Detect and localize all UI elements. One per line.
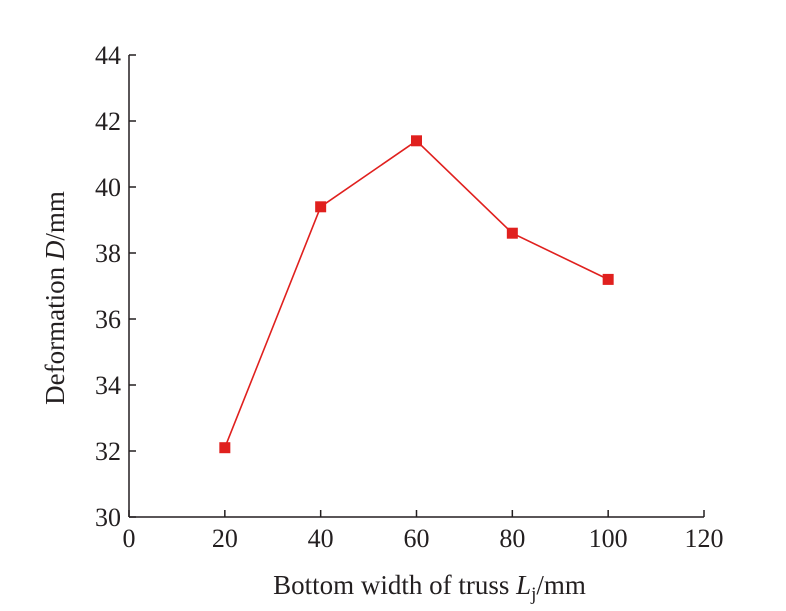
y-tick-label: 30 <box>95 503 121 532</box>
y-ticks: 30 32 34 36 38 40 42 44 <box>95 41 136 532</box>
x-tick-label: 40 <box>308 524 334 553</box>
x-axis-title-subscript: j <box>530 584 536 605</box>
x-axis-title-suffix: /mm <box>536 570 586 600</box>
x-tick-label: 120 <box>685 524 724 553</box>
x-tick-label: 80 <box>499 524 525 553</box>
y-tick-label: 40 <box>95 173 121 202</box>
y-axis-title-prefix: Deformation <box>40 260 70 405</box>
x-axis-title-symbol: L <box>515 570 531 600</box>
y-axis-title-symbol: D <box>40 240 70 261</box>
y-tick-label: 36 <box>95 305 121 334</box>
data-point-marker <box>602 273 614 285</box>
x-tick-label: 20 <box>212 524 238 553</box>
y-axis-title: Deformation D/mm <box>40 191 70 405</box>
y-tick-label: 34 <box>95 371 121 400</box>
x-tick-label: 0 <box>123 524 136 553</box>
data-point-marker <box>506 227 518 239</box>
axes <box>128 55 704 518</box>
y-tick-label: 38 <box>95 239 121 268</box>
data-point-marker <box>411 135 422 147</box>
y-tick-label: 44 <box>95 41 121 70</box>
x-tick-label: 60 <box>404 524 430 553</box>
y-axis-title-suffix: /mm <box>40 191 70 241</box>
x-axis-title: Bottom width of truss Lj/mm <box>273 570 586 605</box>
plot-area <box>219 135 614 454</box>
y-tick-label: 42 <box>95 107 121 136</box>
x-axis-title-prefix: Bottom width of truss <box>273 570 516 600</box>
data-point-marker <box>219 442 231 454</box>
series-line <box>224 139 609 448</box>
data-point-marker <box>315 201 327 213</box>
y-tick-label: 32 <box>95 437 121 466</box>
x-ticks: 0 20 40 60 80 100 120 <box>123 510 724 553</box>
x-tick-label: 100 <box>589 524 628 553</box>
